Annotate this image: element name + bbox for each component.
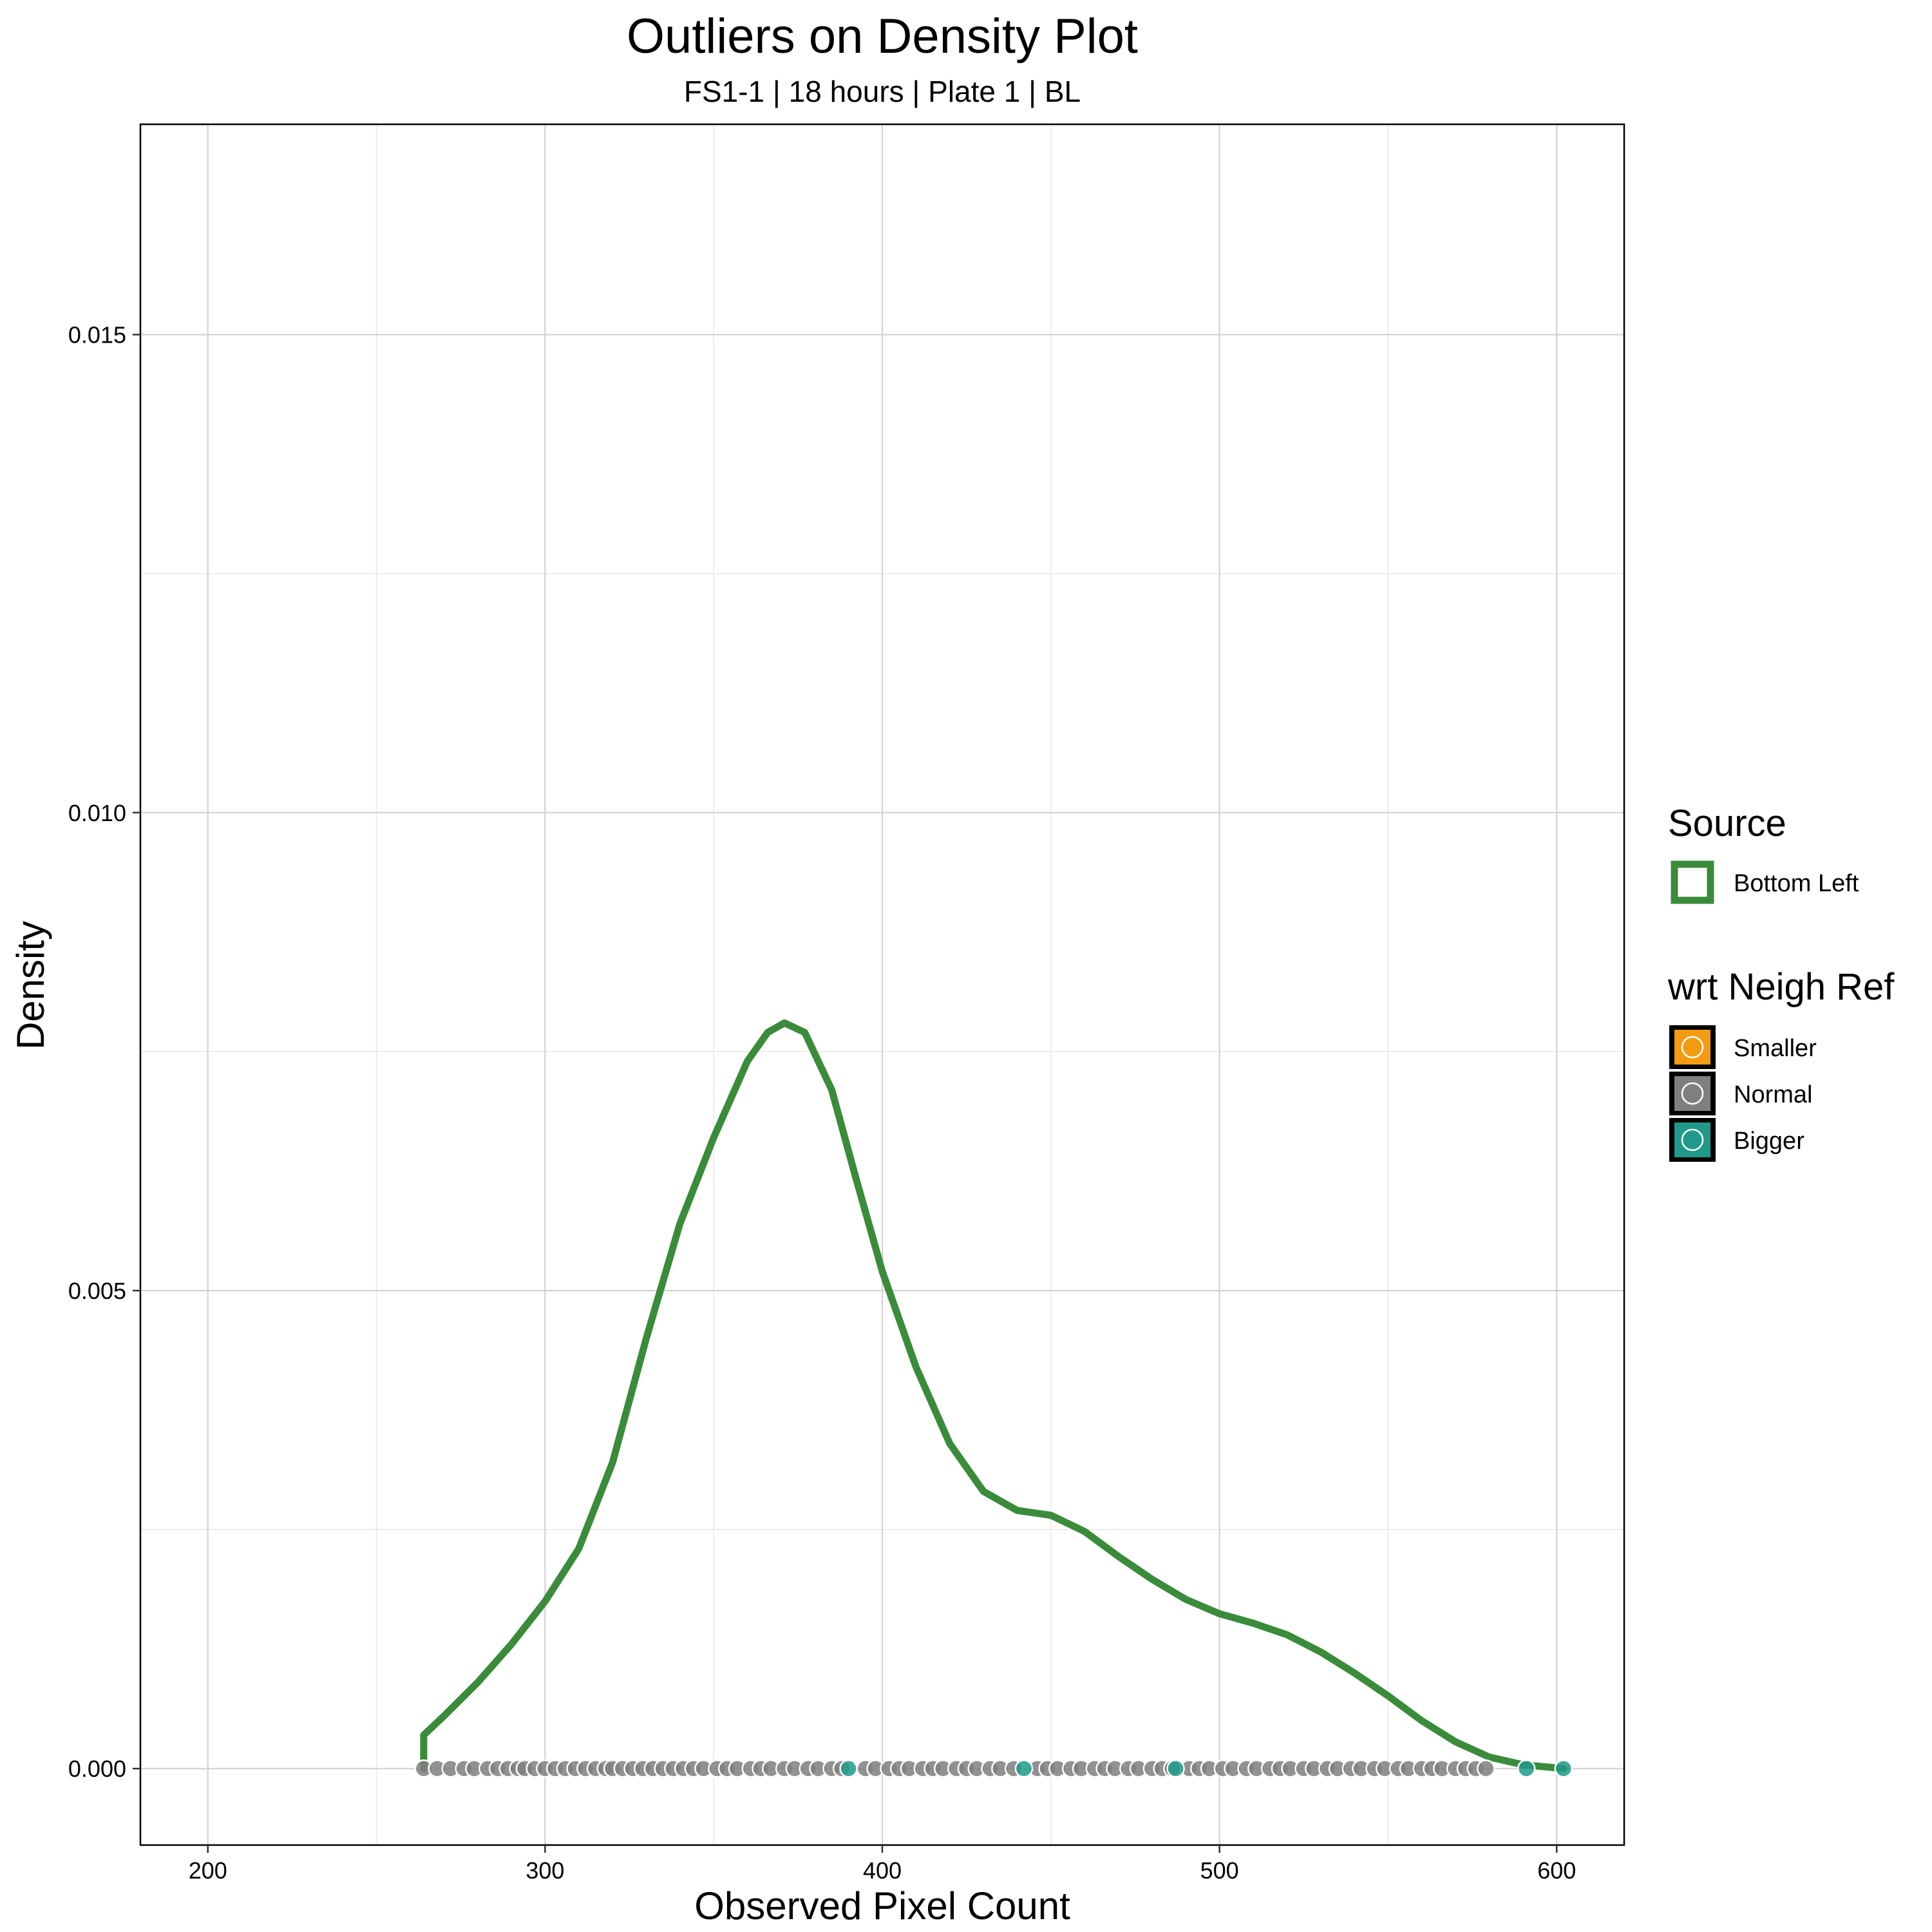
legend-label-smaller: Smaller: [1734, 1035, 1817, 1062]
x-tick-label: 500: [1200, 1857, 1239, 1884]
legend-key-bottom-left: [1671, 860, 1714, 904]
point-normal: [1477, 1759, 1495, 1778]
legend-title-neigh-ref: wrt Neigh Ref: [1667, 966, 1895, 1008]
x-tick-label: 400: [863, 1857, 902, 1884]
y-tick-label: 0.010: [68, 800, 126, 826]
x-axis-title: Observed Pixel Count: [694, 1884, 1070, 1927]
x-axis: 200 300 400 500 600: [189, 1845, 1576, 1884]
density-curve-layer: [420, 1019, 1567, 1772]
x-tick-label: 200: [189, 1857, 227, 1884]
y-axis-title: Density: [9, 921, 52, 1050]
y-tick-label: 0.015: [68, 322, 126, 348]
x-tick-label: 300: [526, 1857, 564, 1884]
legend-title-source: Source: [1668, 802, 1786, 844]
chart-subtitle: FS1-1 | 18 hours | Plate 1 | BL: [684, 75, 1081, 108]
legend-key-normal-marker: [1681, 1082, 1704, 1105]
legend-label-normal: Normal: [1734, 1081, 1812, 1108]
density-line-bottom-left: [420, 1019, 1567, 1772]
point-bigger: [839, 1759, 858, 1778]
outlier-points-layer: [414, 1759, 1573, 1778]
chart-title: Outliers on Density Plot: [627, 9, 1138, 64]
legend-key-bigger-marker: [1681, 1128, 1704, 1151]
legend: Source Bottom Left wrt Neigh Ref Smaller…: [1667, 802, 1895, 1162]
legend-key-smaller-marker: [1681, 1036, 1704, 1059]
y-tick-label: 0.000: [68, 1756, 126, 1782]
y-axis: 0.000 0.005 0.010 0.015: [68, 322, 140, 1782]
grid: [140, 124, 1624, 1845]
point-bigger: [1166, 1759, 1185, 1778]
legend-label-bottom-left: Bottom Left: [1734, 870, 1859, 897]
legend-label-bigger: Bigger: [1734, 1128, 1804, 1155]
point-bigger: [1554, 1759, 1573, 1778]
point-bigger: [1517, 1759, 1536, 1778]
y-tick-label: 0.005: [68, 1278, 126, 1304]
point-bigger: [1014, 1759, 1034, 1778]
x-tick-label: 600: [1537, 1857, 1576, 1884]
